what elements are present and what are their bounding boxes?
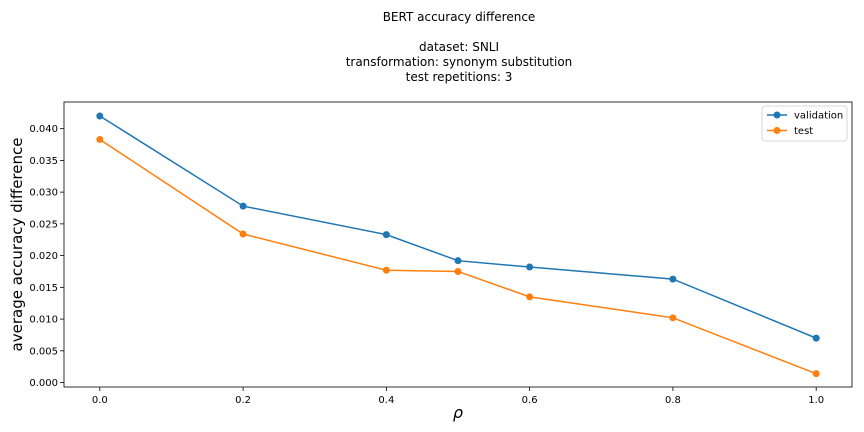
y-tick-label: 0.015 — [29, 283, 58, 294]
y-tick-label: 0.020 — [29, 251, 58, 262]
data-point-validation — [382, 231, 390, 239]
title-line: transformation: synonym substitution — [346, 55, 573, 69]
legend-label: validation — [794, 111, 843, 122]
data-point-test — [454, 267, 462, 275]
data-point-test — [669, 314, 677, 322]
data-point-validation — [96, 112, 104, 120]
x-tick-label: 0.2 — [235, 395, 251, 406]
y-tick-label: 0.010 — [29, 315, 58, 326]
data-point-test — [96, 135, 104, 143]
data-point-test — [812, 370, 820, 378]
data-point-validation — [812, 334, 820, 342]
legend-label: test — [794, 126, 813, 137]
y-tick-label: 0.035 — [29, 156, 58, 167]
title-line: test repetitions: 3 — [406, 70, 513, 84]
data-point-validation — [526, 263, 534, 271]
data-point-validation — [454, 257, 462, 265]
x-tick-label: 0.4 — [378, 395, 394, 406]
x-axis-ticks: 0.0 0.2 0.4 0.6 0.8 1.0 — [92, 387, 824, 406]
y-axis-label: average accuracy difference — [8, 138, 26, 352]
y-tick-label: 0.025 — [29, 219, 58, 230]
chart-title: BERT accuracy difference dataset: SNLItra… — [346, 10, 573, 84]
series-validation — [96, 112, 820, 342]
series-test — [96, 135, 820, 378]
x-tick-label: 0.6 — [522, 395, 538, 406]
x-axis-label: ρ — [453, 403, 463, 422]
legend-marker — [773, 127, 781, 134]
plot-area-frame — [63, 101, 853, 388]
legend-item-validation: validation — [767, 111, 843, 122]
x-tick-label: 0.8 — [665, 395, 681, 406]
legend: validation test — [761, 105, 848, 142]
y-tick-label: 0.005 — [29, 346, 58, 357]
y-tick-label: 0.040 — [29, 124, 58, 135]
data-point-validation — [669, 275, 677, 283]
x-tick-label: 0.0 — [92, 395, 108, 406]
title-line: BERT accuracy difference — [383, 10, 536, 24]
series-line-test — [99, 138, 817, 375]
data-point-test — [382, 266, 390, 274]
data-point-test — [526, 293, 534, 301]
y-tick-label: 0.000 — [29, 378, 58, 389]
y-axis-ticks: 0.000 0.005 0.010 0.015 0.020 0.025 0.030 0.035… — [29, 124, 64, 389]
y-tick-label: 0.030 — [29, 188, 58, 199]
series-group — [96, 112, 820, 378]
title-line: dataset: SNLI — [419, 40, 499, 54]
data-point-test — [239, 230, 247, 238]
legend-item-test: test — [767, 126, 813, 137]
x-tick-label: 1.0 — [808, 395, 824, 406]
data-point-validation — [239, 202, 247, 210]
series-line-validation — [99, 115, 817, 339]
legend-marker — [773, 111, 781, 119]
